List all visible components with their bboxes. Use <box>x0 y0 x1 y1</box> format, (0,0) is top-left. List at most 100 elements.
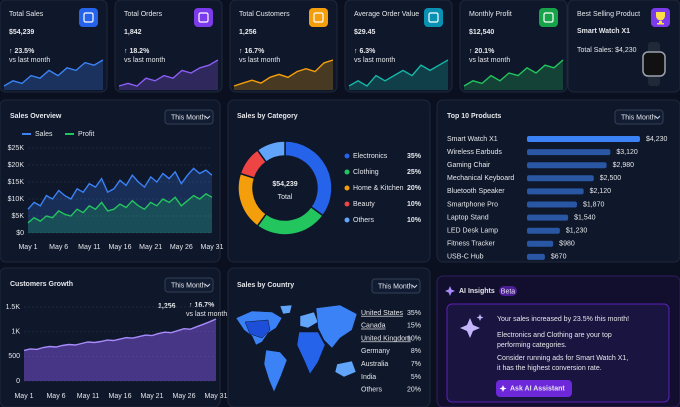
sparkline <box>118 59 219 87</box>
kpi-icon <box>79 8 98 27</box>
period-label[interactable]: This Month <box>171 282 206 289</box>
period-dropdown[interactable] <box>164 277 214 293</box>
kpi-value: $12,540 <box>469 29 494 36</box>
kpi-change: ↑ 16.7% <box>239 48 265 55</box>
legend-dot <box>344 153 350 159</box>
kpi-icon <box>539 8 558 27</box>
legend-dot <box>344 201 350 207</box>
value-label: 20% <box>407 185 422 192</box>
value-label: $1,230 <box>566 228 588 235</box>
kpi-icon <box>424 8 443 27</box>
kpi-change: ↑ 23.5% <box>9 48 35 55</box>
product-name: Wireless Earbuds <box>447 149 502 156</box>
value-label: $3,120 <box>616 149 638 156</box>
value-label: 8% <box>411 348 421 355</box>
value-label: 35% <box>407 153 422 160</box>
legend-label: Sales <box>35 131 53 138</box>
badge-label: Beta <box>501 288 516 295</box>
y-tick-label: 1.5K <box>6 304 21 311</box>
sparkline-area <box>4 60 103 90</box>
country-name: India <box>361 374 376 381</box>
kpi-value: $29.45 <box>354 29 376 36</box>
x-tick-label: May 31 <box>205 393 228 400</box>
kpi-change: ↑ 6.3% <box>354 48 376 55</box>
dropdown-chevron <box>204 115 211 120</box>
value-label: 15% <box>407 323 421 330</box>
customers-value: 1,256 <box>158 303 176 310</box>
series-line <box>27 193 213 224</box>
best-seller-name: Smart Watch X1 <box>577 28 630 35</box>
value-label: $2,980 <box>613 162 635 169</box>
period-label[interactable]: This Month <box>621 114 656 121</box>
kpi-title: Total Sales <box>9 11 44 18</box>
value-label: $2,120 <box>590 188 612 195</box>
insight-text: Electronics and Clothing are your top <box>497 332 612 339</box>
kpi-icon-glyph <box>428 12 439 23</box>
kpi-title: Average Order Value <box>354 11 419 18</box>
kpi-title: Monthly Profit <box>469 11 512 18</box>
donut-total-label: Total <box>278 194 293 201</box>
legend-label: Beauty <box>353 201 375 208</box>
y-tick-label: $15K <box>8 179 25 186</box>
kpi-icon <box>194 8 213 27</box>
insight-text: Your sales increased by 23.5% this month… <box>497 316 629 323</box>
section-title: Customers Growth <box>10 281 73 288</box>
kpi-icon-glyph <box>313 12 324 23</box>
ask-ai-label[interactable]: Ask AI Assistant <box>510 385 565 392</box>
series-area <box>28 193 212 233</box>
legend-dot <box>344 169 350 175</box>
period-dropdown[interactable] <box>614 109 664 125</box>
customers-note: vs last month <box>186 311 227 318</box>
country-name: Canada <box>361 323 386 330</box>
kpi-icon-glyph <box>198 12 209 23</box>
country-name: Australia <box>361 361 388 368</box>
value-label: 20% <box>407 387 421 394</box>
period-dropdown[interactable] <box>371 278 421 294</box>
watch-face <box>642 51 666 77</box>
legend-label: Profit <box>78 131 94 138</box>
ask-ai-button[interactable] <box>496 380 572 397</box>
map-region <box>263 349 288 393</box>
section-title: Sales by Category <box>237 113 298 120</box>
kpi-title: Total Customers <box>239 11 290 18</box>
legend-label: Home & Kitchen <box>353 185 404 192</box>
sparkline <box>463 59 564 87</box>
card <box>0 99 221 263</box>
card <box>0 267 221 407</box>
value-label: 35% <box>407 310 421 317</box>
kpi-value: $54,239 <box>9 29 34 36</box>
map-region <box>244 319 271 339</box>
trophy-glyph <box>656 12 665 25</box>
map-region <box>296 331 326 375</box>
period-dropdown[interactable] <box>164 109 214 125</box>
section-title: Top 10 Products <box>447 113 501 120</box>
sparkle-icon <box>445 286 455 296</box>
y-tick-label: 500 <box>8 353 20 360</box>
y-tick-label: $25K <box>8 145 25 152</box>
dropdown-chevron <box>204 283 211 288</box>
map-region <box>334 360 357 378</box>
best-seller-sales: Total Sales: $4,230 <box>577 47 637 54</box>
kpi-note: vs last month <box>124 57 165 64</box>
period-label[interactable]: This Month <box>378 283 413 290</box>
y-tick-label: 1K <box>11 329 20 336</box>
insight-text: performing categories. <box>497 342 567 349</box>
bar <box>527 227 560 234</box>
kpi-icon <box>309 8 328 27</box>
best-seller-title: Best Selling Product <box>577 11 640 18</box>
kpi-change: ↑ 20.1% <box>469 48 495 55</box>
kpi-value: 1,842 <box>124 29 142 36</box>
legend-label: Electronics <box>353 153 388 160</box>
sparkline-area <box>119 60 218 90</box>
insight-box <box>446 303 670 403</box>
section-title: Sales by Country <box>237 282 294 289</box>
customers-line <box>23 318 217 352</box>
x-tick-label: May 21 <box>139 244 162 251</box>
value-label: 5% <box>411 374 421 381</box>
bar <box>527 136 640 142</box>
x-tick-label: May 6 <box>49 244 68 251</box>
period-label[interactable]: This Month <box>171 114 206 121</box>
bar <box>527 240 554 247</box>
kpi-icon-glyph <box>543 12 554 23</box>
